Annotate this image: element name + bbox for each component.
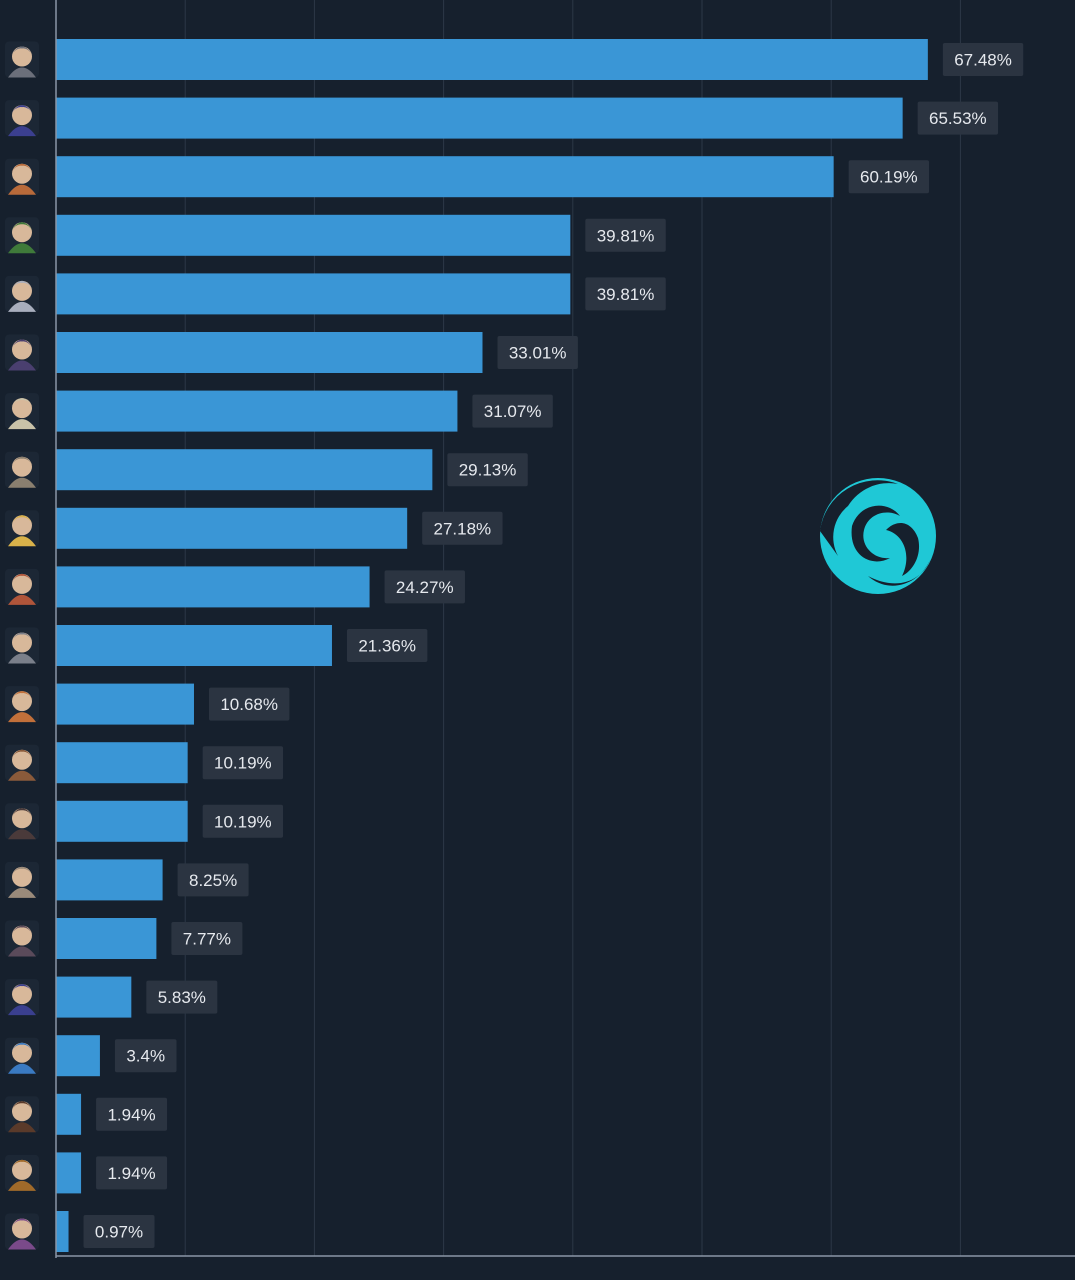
agent-portrait-icon: [5, 861, 39, 898]
value-label: 7.77%: [183, 930, 231, 949]
value-label-box: [497, 336, 578, 369]
agent-portrait-icon: [5, 334, 39, 371]
value-label: 10.19%: [214, 754, 272, 773]
bar: [56, 39, 928, 80]
value-label-box: [447, 453, 528, 487]
bar: [56, 742, 188, 784]
value-label: 10.19%: [214, 812, 272, 831]
value-label-box: [202, 804, 284, 838]
value-label: 29.13%: [459, 461, 517, 480]
value-label: 5.83%: [158, 988, 206, 1007]
value-label: 1.94%: [107, 1164, 155, 1183]
value-label-box: [171, 922, 243, 955]
bar: [56, 273, 571, 315]
value-label: 33.01%: [509, 344, 567, 363]
bar: [56, 1035, 100, 1077]
value-label-box: [96, 1156, 168, 1190]
bar: [56, 625, 332, 666]
value-labels-group: 67.48% 65.53% 60.19% 39.81% 39.81% 33.01% 31.0…: [83, 43, 1024, 1248]
bar: [56, 800, 188, 842]
value-label-box: [917, 101, 999, 135]
agent-portrait-icon: [5, 1154, 39, 1191]
value-label-box: [585, 277, 666, 311]
bar: [56, 390, 458, 432]
value-label: 8.25%: [189, 871, 237, 890]
agent-portrait-icon: [5, 803, 39, 840]
agent-portrait-icon: [5, 100, 39, 137]
value-label: 1.94%: [107, 1105, 155, 1124]
bar: [56, 214, 571, 256]
brand-logo-icon: [820, 478, 936, 594]
value-label-box: [585, 218, 666, 252]
bar: [56, 449, 433, 491]
value-label-box: [422, 511, 503, 545]
agent-portrait-icon: [5, 393, 39, 430]
value-label-box: [83, 1215, 155, 1248]
agent-portrait-icon: [5, 920, 39, 957]
agent-portrait-icon: [5, 217, 39, 254]
value-label: 39.81%: [597, 226, 655, 245]
agent-portrait-icon: [5, 979, 39, 1016]
bar: [56, 97, 903, 139]
value-label: 27.18%: [434, 519, 492, 538]
value-label-box: [177, 863, 249, 897]
value-label: 21.36%: [358, 637, 416, 656]
bars-group: [56, 39, 928, 1252]
value-label-box: [146, 980, 218, 1014]
agent-icons-group: [5, 41, 39, 1250]
agent-portrait-icon: [5, 275, 39, 312]
value-label-box: [96, 1097, 168, 1131]
value-label: 65.53%: [929, 109, 987, 128]
agent-portrait-icon: [5, 686, 39, 723]
value-label-box: [114, 1039, 177, 1073]
bar: [56, 566, 370, 608]
agent-portrait-icon: [5, 451, 39, 488]
agent-portrait-icon: [5, 510, 39, 547]
value-label-box: [848, 160, 930, 194]
bar: [56, 1093, 82, 1135]
value-label: 10.68%: [220, 695, 278, 714]
value-label-box: [942, 43, 1024, 76]
agent-portrait-icon: [5, 1037, 39, 1074]
bar: [56, 507, 408, 549]
bar: [56, 156, 834, 198]
agent-portrait-icon: [5, 744, 39, 781]
value-label: 3.4%: [126, 1047, 165, 1066]
bar: [56, 1152, 82, 1194]
bar: [56, 918, 157, 959]
value-label-box: [472, 394, 553, 428]
value-label: 24.27%: [396, 578, 454, 597]
bar: [56, 683, 194, 725]
agent-portrait-icon: [5, 41, 39, 78]
agent-portrait-icon: [5, 1096, 39, 1133]
value-label: 60.19%: [860, 168, 918, 187]
agent-portrait-icon: [5, 627, 39, 664]
bar: [56, 976, 132, 1018]
value-label-box: [202, 746, 284, 780]
grid-lines: [184, 0, 961, 1256]
bar: [56, 1211, 69, 1252]
value-label-box: [384, 570, 465, 604]
bar: [56, 859, 163, 901]
value-label: 31.07%: [484, 402, 542, 421]
agent-portrait-icon: [5, 1213, 39, 1250]
value-label-box: [208, 687, 290, 721]
agent-portrait-icon: [5, 568, 39, 605]
agent-portrait-icon: [5, 158, 39, 195]
value-label: 67.48%: [954, 51, 1012, 70]
value-label: 0.97%: [95, 1223, 143, 1242]
bar: [56, 332, 483, 373]
value-label: 39.81%: [597, 285, 655, 304]
axis-group: [55, 0, 1075, 1258]
value-label-box: [346, 629, 428, 662]
